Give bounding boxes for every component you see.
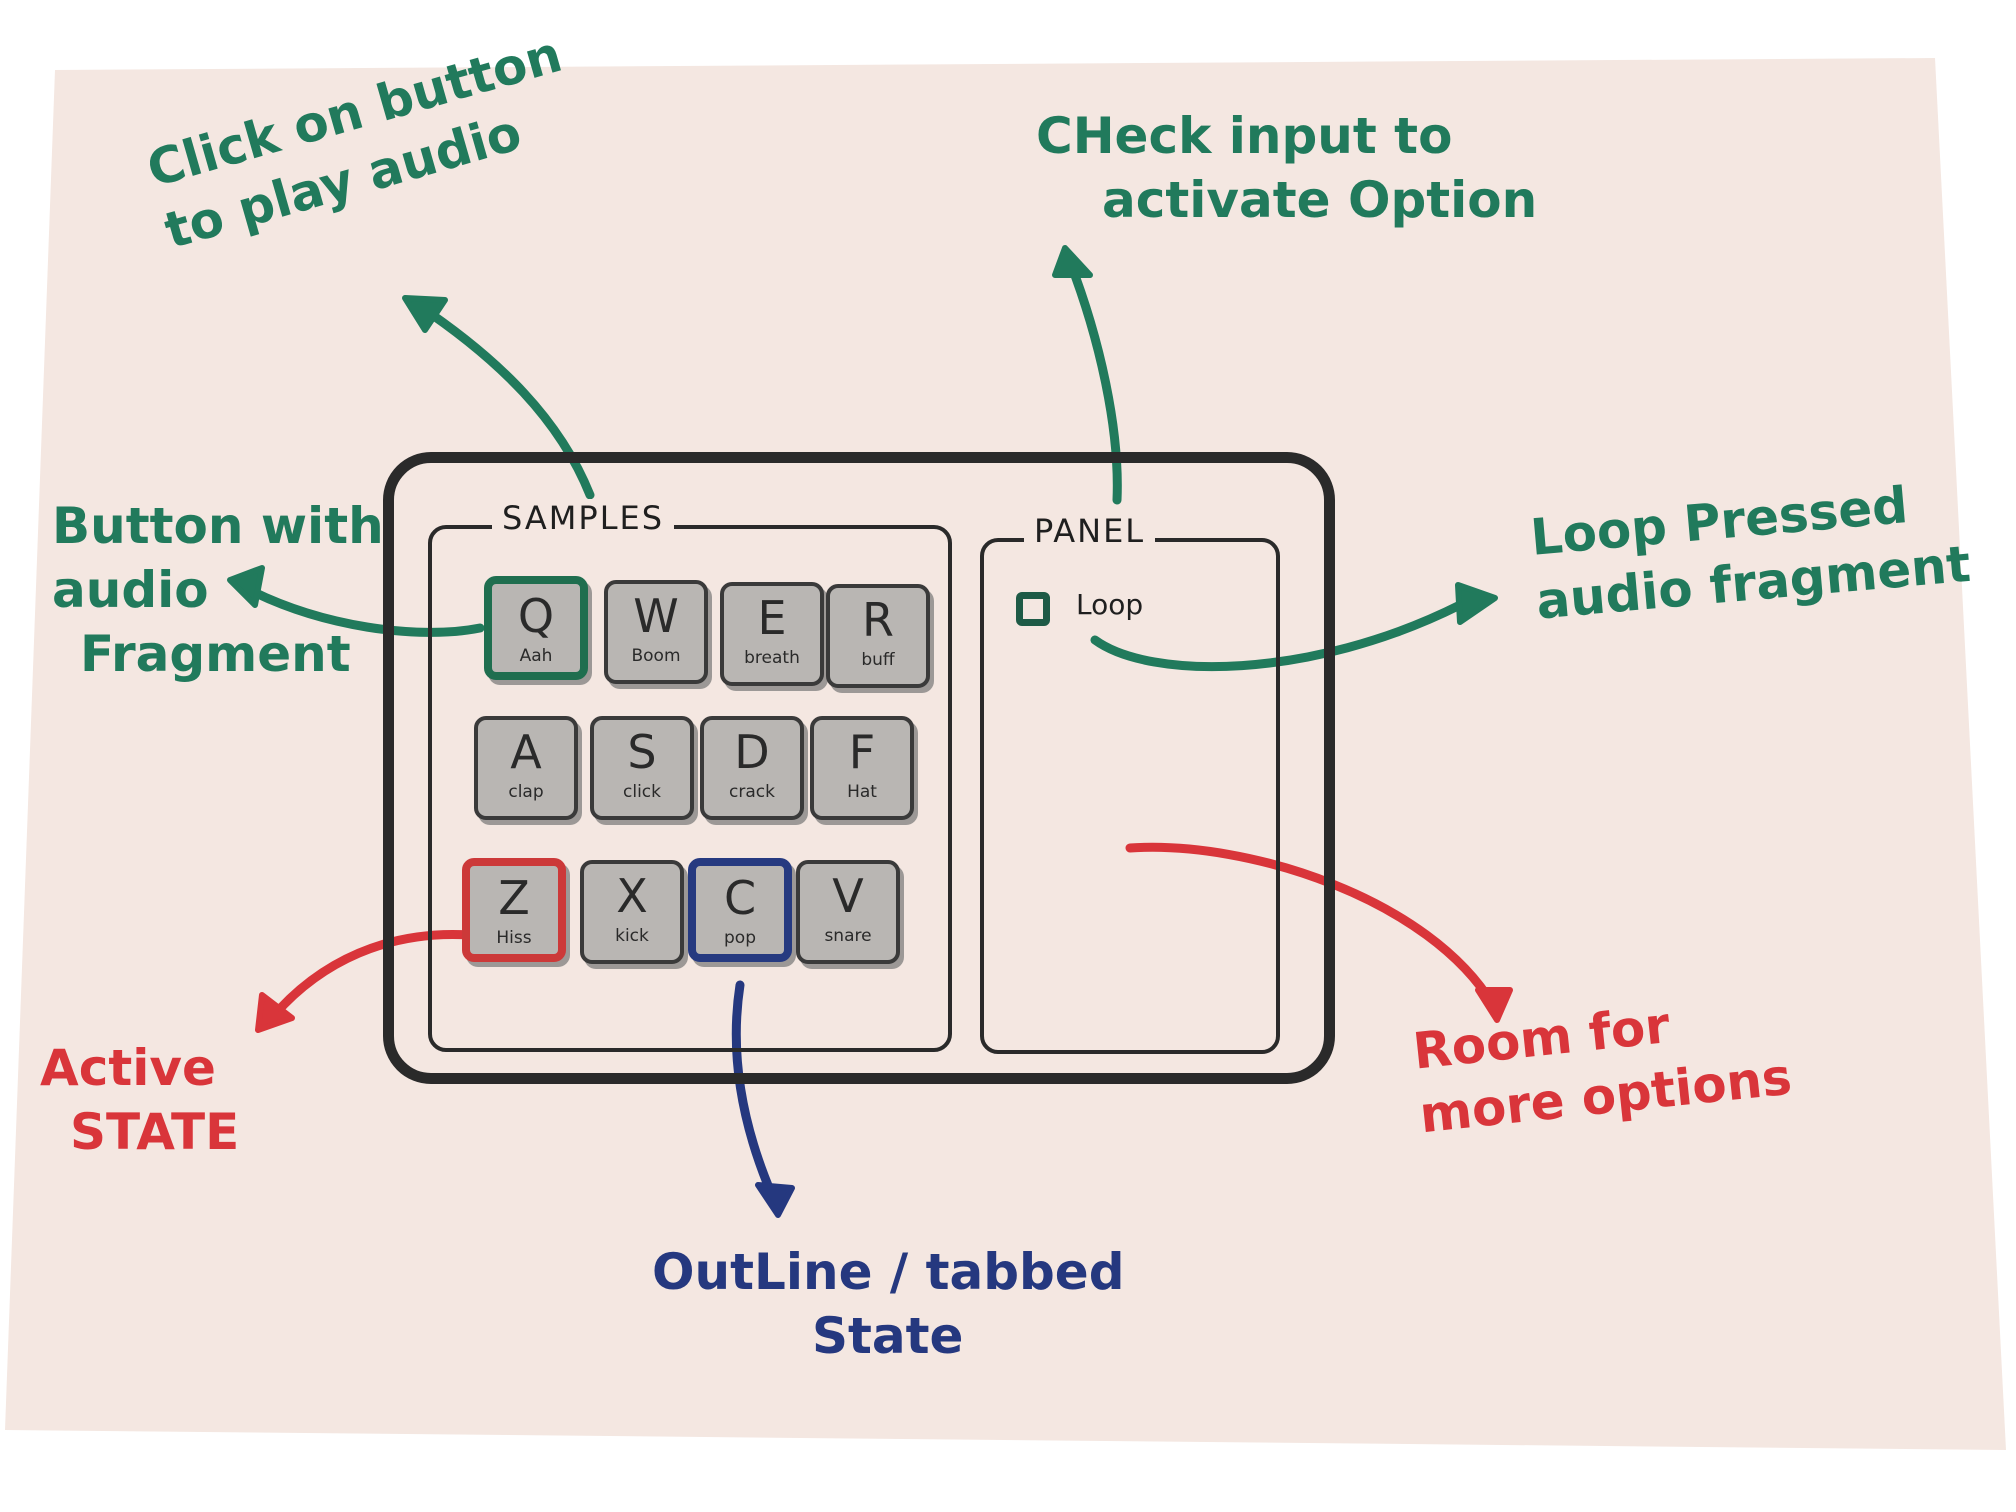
- arrowhead-button-fragment: [227, 565, 265, 608]
- annotation-line: activate Option: [1102, 171, 1538, 229]
- arrowhead-check-input: [1052, 245, 1093, 278]
- arrow-check-input: [1065, 257, 1122, 505]
- samples-title: SAMPLES: [492, 499, 675, 537]
- pad-key: V: [832, 869, 864, 923]
- pad-key: W: [633, 589, 679, 643]
- pad-z[interactable]: Z Hiss: [462, 858, 566, 962]
- pad-key: E: [757, 591, 787, 645]
- pad-label: Hiss: [496, 928, 532, 948]
- paper-background: [5, 58, 2006, 1450]
- pad-f[interactable]: F Hat: [810, 716, 914, 820]
- annotation-line: State: [812, 1307, 964, 1365]
- samples-group: SAMPLES: [428, 499, 952, 1052]
- arrowhead-click-button: [402, 295, 448, 333]
- loop-label: Loop: [1076, 588, 1144, 621]
- pad-label: buff: [861, 650, 895, 670]
- pad-label: kick: [615, 926, 649, 946]
- pad-r[interactable]: R buff: [826, 584, 930, 688]
- pad-key: A: [510, 725, 542, 779]
- pad-label: Hat: [847, 782, 877, 802]
- arrow-loop-pressed: [1090, 600, 1465, 672]
- pad-label: click: [623, 782, 661, 802]
- arrowhead-room-options: [1475, 987, 1513, 1023]
- arrow-click-button: [413, 300, 595, 500]
- pad-c[interactable]: C pop: [688, 858, 792, 962]
- pad-label: Aah: [519, 646, 553, 666]
- annotation-line: audio: [52, 561, 209, 619]
- pad-key: F: [848, 725, 876, 779]
- annotation-outline-state: OutLine / tabbed State: [652, 1240, 1125, 1368]
- annotation-button-fragment: Button with audio Fragment: [52, 494, 384, 686]
- annotation-line: Button with: [52, 497, 384, 555]
- app-window: [383, 452, 1335, 1084]
- pad-q[interactable]: Q Aah: [484, 576, 588, 680]
- arrow-button-fragment: [235, 580, 485, 637]
- annotation-line: CHeck input to: [1036, 107, 1453, 165]
- pad-label: Boom: [631, 646, 681, 666]
- pad-label: snare: [824, 926, 872, 946]
- pad-label: pop: [724, 928, 756, 948]
- annotation-line: Fragment: [80, 625, 351, 683]
- arrowhead-outline-state: [755, 1182, 795, 1218]
- pad-label: breath: [744, 648, 800, 668]
- pad-label: crack: [729, 782, 775, 802]
- pad-e[interactable]: E breath: [720, 582, 824, 686]
- annotation-line: OutLine / tabbed: [652, 1243, 1125, 1301]
- annotation-active-state: Active STATE: [40, 1036, 239, 1164]
- pad-key: S: [627, 725, 657, 779]
- pad-key: C: [723, 871, 757, 925]
- pad-d[interactable]: D crack: [700, 716, 804, 820]
- panel-group: PANEL: [980, 512, 1280, 1054]
- annotation-line: Active: [40, 1039, 216, 1097]
- loop-checkbox[interactable]: [1016, 592, 1050, 626]
- pad-key: R: [862, 593, 894, 647]
- pad-key: Q: [517, 589, 555, 643]
- pad-label: clap: [508, 782, 544, 802]
- annotation-line: STATE: [70, 1103, 240, 1161]
- panel-title: PANEL: [1024, 512, 1156, 550]
- pad-x[interactable]: X kick: [580, 860, 684, 964]
- pad-v[interactable]: V snare: [796, 860, 900, 964]
- pad-a[interactable]: A clap: [474, 716, 578, 820]
- pad-s[interactable]: S click: [590, 716, 694, 820]
- pad-key: D: [734, 725, 770, 779]
- arrow-outline-state: [731, 980, 777, 1200]
- arrow-active-state: [265, 929, 475, 1025]
- annotation-check-input: CHeck input to activate Option: [1036, 104, 1537, 232]
- pad-key: X: [616, 869, 648, 923]
- arrowhead-loop-pressed: [1455, 582, 1498, 625]
- pad-key: Z: [498, 871, 530, 925]
- arrowhead-active-state: [255, 992, 295, 1033]
- pad-w[interactable]: W Boom: [604, 580, 708, 684]
